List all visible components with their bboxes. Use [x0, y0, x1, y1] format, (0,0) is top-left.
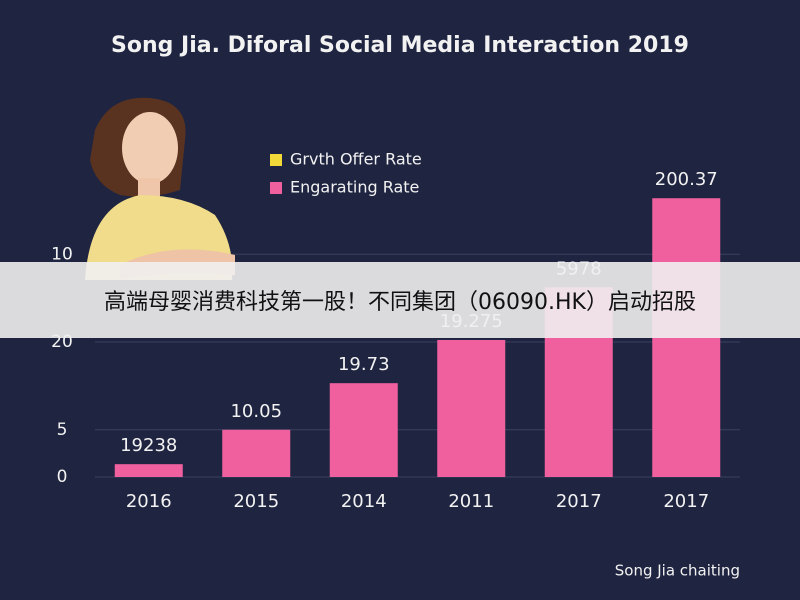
legend-swatch — [270, 182, 282, 194]
legend-swatch — [270, 154, 282, 166]
banner: 高端母婴消费科技第一股！不同集团（06090.HK）启动招股 — [0, 262, 800, 338]
banner-text: 高端母婴消费科技第一股！不同集团（06090.HK）启动招股 — [104, 290, 696, 315]
bar — [114, 464, 183, 477]
x-tick-label: 2014 — [341, 491, 387, 512]
y-tick-label: 10 — [51, 244, 73, 264]
bar — [329, 383, 398, 477]
y-tick-label: 0 — [57, 467, 68, 487]
chart-title: Song Jia. Diforal Social Media Interacti… — [111, 33, 689, 58]
caption: Song Jia chaiting — [615, 562, 740, 580]
x-tick-label: 2017 — [663, 491, 709, 512]
annotation: 19.73 — [338, 354, 390, 375]
x-tick-label: 2015 — [233, 491, 279, 512]
portrait — [85, 97, 235, 280]
bar — [222, 429, 291, 477]
annotation: 200.37 — [655, 169, 718, 190]
x-tick-label: 2011 — [448, 491, 494, 512]
y-tick-label: 5 — [57, 420, 68, 440]
legend-label: Engarating Rate — [290, 178, 419, 197]
x-tick-label: 2017 — [556, 491, 602, 512]
x-tick-label: 2016 — [126, 491, 172, 512]
bar — [437, 339, 506, 477]
legend-label: Grvth Offer Rate — [290, 150, 422, 169]
annotation: 19238 — [120, 435, 177, 456]
annotation: 10.05 — [230, 401, 282, 422]
